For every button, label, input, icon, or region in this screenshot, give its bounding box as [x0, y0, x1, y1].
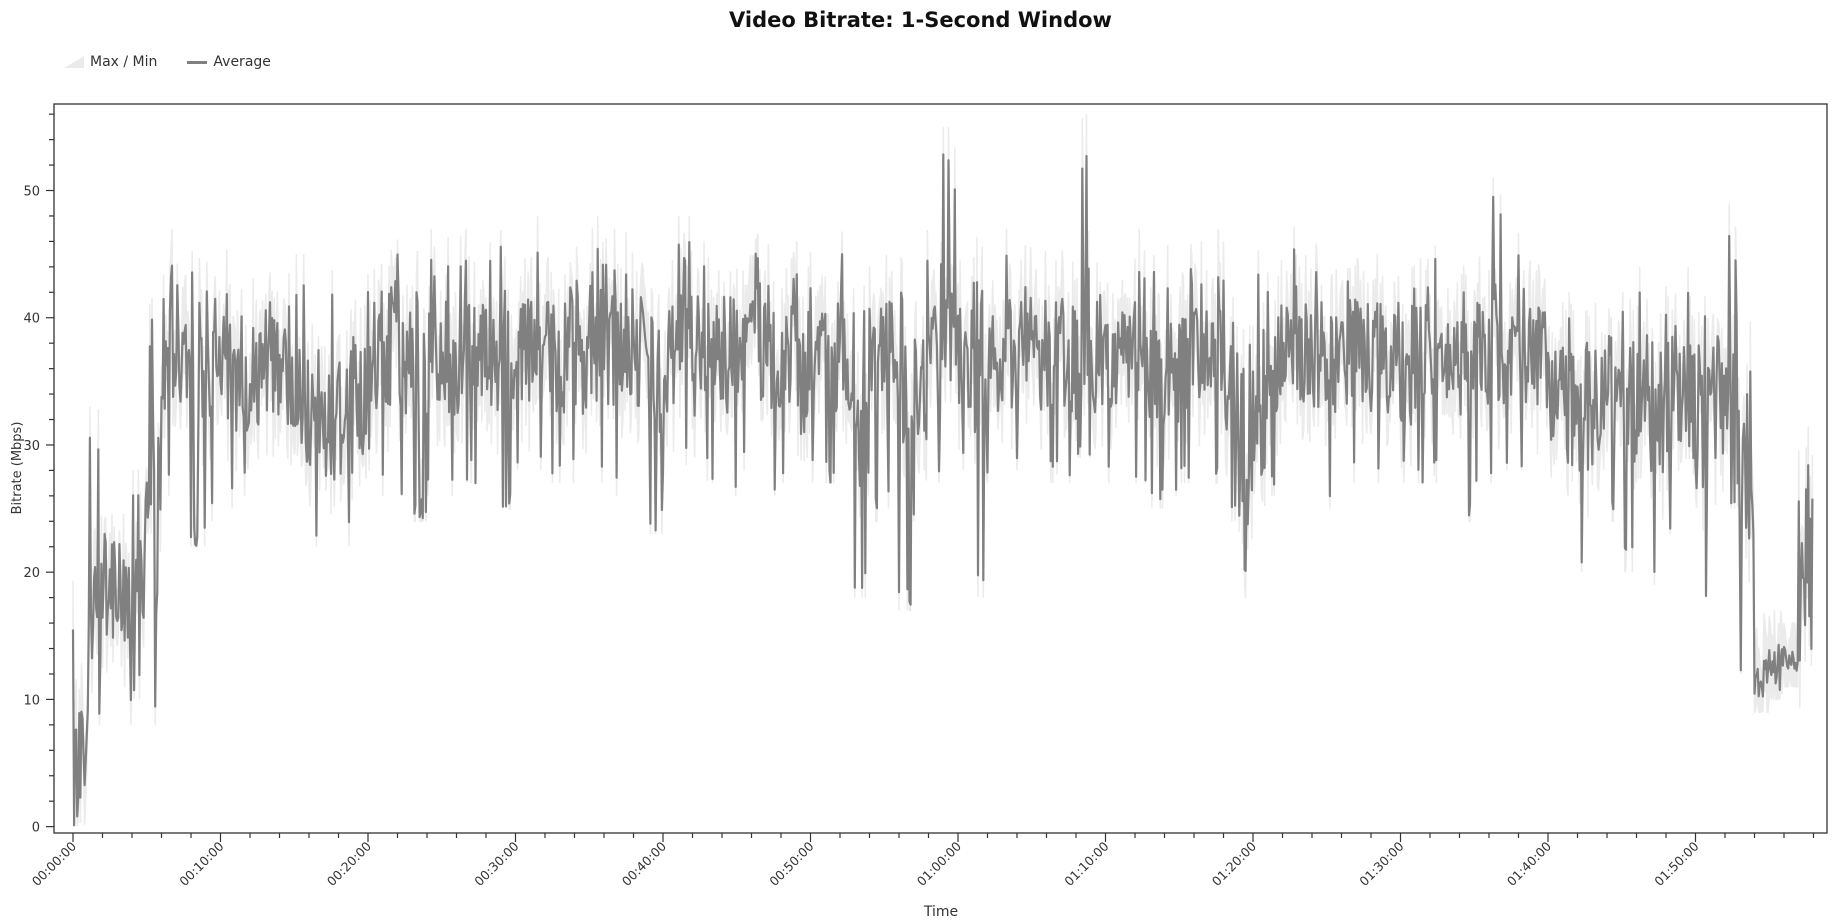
y-tick-label: 0	[32, 821, 40, 836]
x-tick-label: 00:20:00	[324, 838, 374, 888]
x-tick-label: 01:50:00	[1651, 838, 1701, 888]
average-line	[71, 153, 1814, 827]
legend-item-average[interactable]: Average	[187, 54, 271, 70]
y-tick-label: 40	[23, 312, 40, 327]
x-tick-label: 01:10:00	[1061, 838, 1111, 888]
y-tick-label: 10	[23, 693, 40, 708]
x-tick-label: 01:30:00	[1356, 838, 1406, 888]
y-tick-label: 20	[23, 566, 40, 581]
y-tick-label: 50	[23, 185, 40, 200]
x-tick-label: 00:00:00	[29, 838, 79, 888]
plot-frame	[53, 103, 1828, 834]
x-tick-label: 00:50:00	[766, 838, 816, 888]
y-tick-label: 30	[23, 439, 40, 454]
x-tick-label: 01:40:00	[1504, 838, 1554, 888]
y-axis-label: Bitrate (Mbps)	[10, 422, 25, 515]
line-swatch-icon	[187, 60, 208, 64]
chart-title: Video Bitrate: 1-Second Window	[729, 8, 1112, 32]
x-tick-label: 01:00:00	[914, 838, 964, 888]
x-axis-label: Time	[923, 904, 958, 920]
x-tick-label: 00:30:00	[471, 838, 521, 888]
legend: Max / Min Average	[64, 54, 271, 70]
legend-label-average: Average	[213, 54, 271, 70]
legend-item-band[interactable]: Max / Min	[64, 54, 157, 70]
legend-label-band: Max / Min	[90, 54, 158, 70]
x-tick-label: 00:40:00	[619, 838, 669, 888]
x-tick-label: 00:10:00	[176, 838, 226, 888]
x-tick-label: 01:20:00	[1209, 838, 1259, 888]
